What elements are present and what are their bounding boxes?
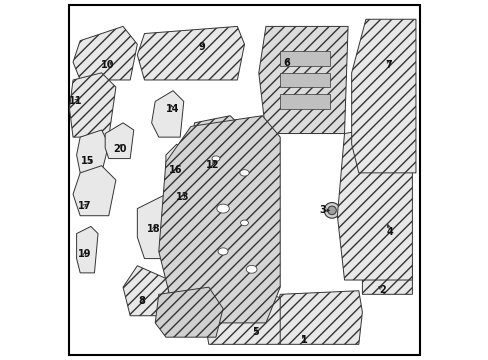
Circle shape bbox=[185, 189, 196, 200]
Polygon shape bbox=[176, 173, 201, 208]
Text: 4: 4 bbox=[386, 227, 393, 237]
Polygon shape bbox=[190, 116, 241, 173]
Polygon shape bbox=[159, 116, 280, 323]
Text: 7: 7 bbox=[385, 60, 392, 70]
Polygon shape bbox=[105, 123, 134, 158]
Text: 12: 12 bbox=[206, 160, 220, 170]
Text: 5: 5 bbox=[252, 327, 259, 337]
Polygon shape bbox=[73, 26, 137, 80]
Ellipse shape bbox=[218, 248, 227, 255]
Text: 3: 3 bbox=[318, 205, 325, 215]
Text: 11: 11 bbox=[69, 96, 82, 106]
Ellipse shape bbox=[240, 170, 248, 176]
Polygon shape bbox=[337, 123, 411, 280]
Circle shape bbox=[324, 203, 339, 218]
Polygon shape bbox=[77, 130, 108, 173]
Text: 13: 13 bbox=[176, 192, 189, 202]
Polygon shape bbox=[137, 26, 244, 80]
Polygon shape bbox=[151, 91, 183, 137]
Bar bbox=[280, 94, 329, 109]
Ellipse shape bbox=[216, 204, 229, 213]
Polygon shape bbox=[137, 194, 187, 258]
Polygon shape bbox=[73, 166, 116, 216]
Polygon shape bbox=[351, 19, 415, 173]
Text: 6: 6 bbox=[283, 58, 289, 68]
Bar bbox=[280, 51, 329, 66]
Polygon shape bbox=[258, 26, 347, 134]
Polygon shape bbox=[165, 144, 187, 173]
Text: 19: 19 bbox=[78, 249, 91, 259]
Text: 15: 15 bbox=[81, 157, 95, 166]
Ellipse shape bbox=[212, 156, 220, 161]
Text: 17: 17 bbox=[78, 201, 91, 211]
Text: 8: 8 bbox=[138, 296, 145, 306]
Text: 9: 9 bbox=[199, 42, 205, 52]
Polygon shape bbox=[272, 291, 362, 344]
Ellipse shape bbox=[240, 220, 248, 226]
Text: 2: 2 bbox=[379, 285, 386, 295]
Bar bbox=[280, 73, 329, 87]
Polygon shape bbox=[69, 73, 116, 137]
Text: 20: 20 bbox=[113, 144, 127, 154]
Text: 1: 1 bbox=[301, 335, 307, 345]
Polygon shape bbox=[123, 266, 169, 316]
Text: 16: 16 bbox=[169, 165, 183, 175]
Polygon shape bbox=[155, 287, 223, 337]
Polygon shape bbox=[77, 226, 98, 273]
Circle shape bbox=[327, 206, 336, 215]
Polygon shape bbox=[362, 248, 411, 294]
Text: 10: 10 bbox=[101, 60, 115, 70]
Text: 14: 14 bbox=[165, 104, 179, 114]
Text: 18: 18 bbox=[146, 224, 160, 234]
Polygon shape bbox=[205, 291, 280, 344]
Ellipse shape bbox=[246, 265, 257, 273]
